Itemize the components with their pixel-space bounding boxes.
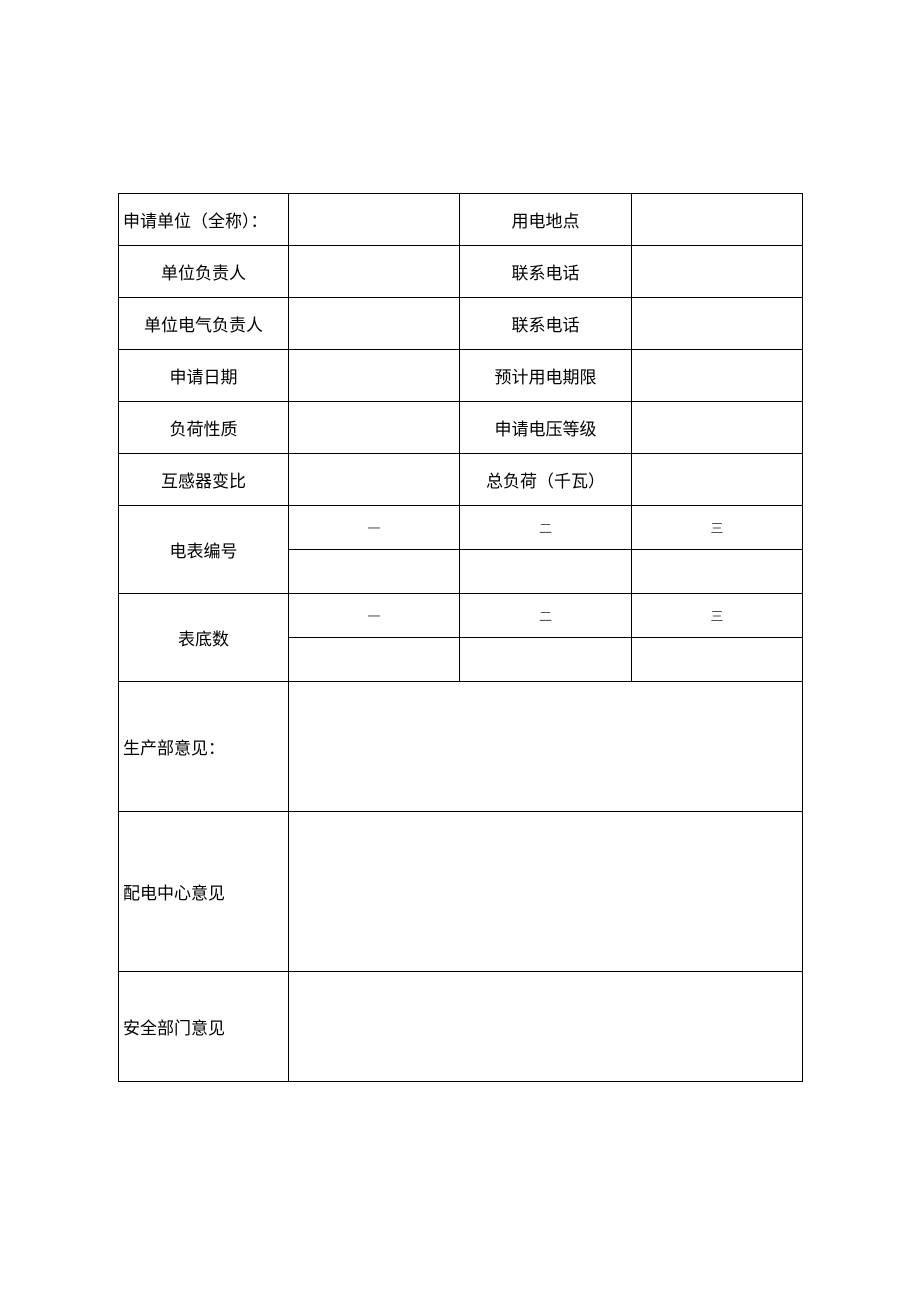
reading-val-2 [460,638,632,682]
form-table: 申请单位（全称）： 用电地点 单位负责人 联系电话 单位电气负责人 联系电话 申… [118,193,803,1082]
value-distribution-opinion [289,812,803,972]
label-location: 用电地点 [460,194,632,246]
table-row: 生产部意见： [119,682,803,812]
value-phone-1 [632,246,803,298]
meter-val-2 [460,550,632,594]
table-row: 单位负责人 联系电话 [119,246,803,298]
meter-col-3: 三 [632,506,803,550]
value-apply-date [289,350,460,402]
reading-val-1 [289,638,460,682]
table-row: 互感器变比 总负荷（千瓦） [119,454,803,506]
label-phone-1: 联系电话 [460,246,632,298]
reading-col-3: 三 [632,594,803,638]
value-expected-period [632,350,803,402]
label-load-nature: 负荷性质 [119,402,289,454]
label-distribution-opinion: 配电中心意见 [119,812,289,972]
label-voltage-level: 申请电压等级 [460,402,632,454]
value-total-load [632,454,803,506]
table-row: 配电中心意见 [119,812,803,972]
label-applicant-unit: 申请单位（全称）： [119,194,289,246]
value-phone-2 [632,298,803,350]
label-expected-period: 预计用电期限 [460,350,632,402]
meter-val-3 [632,550,803,594]
label-transformer-ratio: 互感器变比 [119,454,289,506]
value-electrical-manager [289,298,460,350]
label-meter-reading: 表底数 [119,594,289,682]
label-production-opinion: 生产部意见： [119,682,289,812]
label-phone-2: 联系电话 [460,298,632,350]
value-production-opinion [289,682,803,812]
table-row: 安全部门意见 [119,972,803,1082]
meter-col-1: 一 [289,506,460,550]
meter-val-1 [289,550,460,594]
value-voltage-level [632,402,803,454]
reading-col-1: 一 [289,594,460,638]
value-load-nature [289,402,460,454]
meter-col-2: 二 [460,506,632,550]
label-meter-number: 电表编号 [119,506,289,594]
table-row: 申请单位（全称）： 用电地点 [119,194,803,246]
value-location [632,194,803,246]
label-unit-manager: 单位负责人 [119,246,289,298]
label-total-load: 总负荷（千瓦） [460,454,632,506]
table-row: 电表编号 一 二 三 [119,506,803,550]
value-transformer-ratio [289,454,460,506]
label-apply-date: 申请日期 [119,350,289,402]
value-safety-opinion [289,972,803,1082]
table-row: 表底数 一 二 三 [119,594,803,638]
table-row: 负荷性质 申请电压等级 [119,402,803,454]
value-applicant-unit [289,194,460,246]
reading-val-3 [632,638,803,682]
table-row: 申请日期 预计用电期限 [119,350,803,402]
reading-col-2: 二 [460,594,632,638]
label-safety-opinion: 安全部门意见 [119,972,289,1082]
value-unit-manager [289,246,460,298]
form-table-container: 申请单位（全称）： 用电地点 单位负责人 联系电话 单位电气负责人 联系电话 申… [118,193,802,1082]
table-row: 单位电气负责人 联系电话 [119,298,803,350]
label-electrical-manager: 单位电气负责人 [119,298,289,350]
